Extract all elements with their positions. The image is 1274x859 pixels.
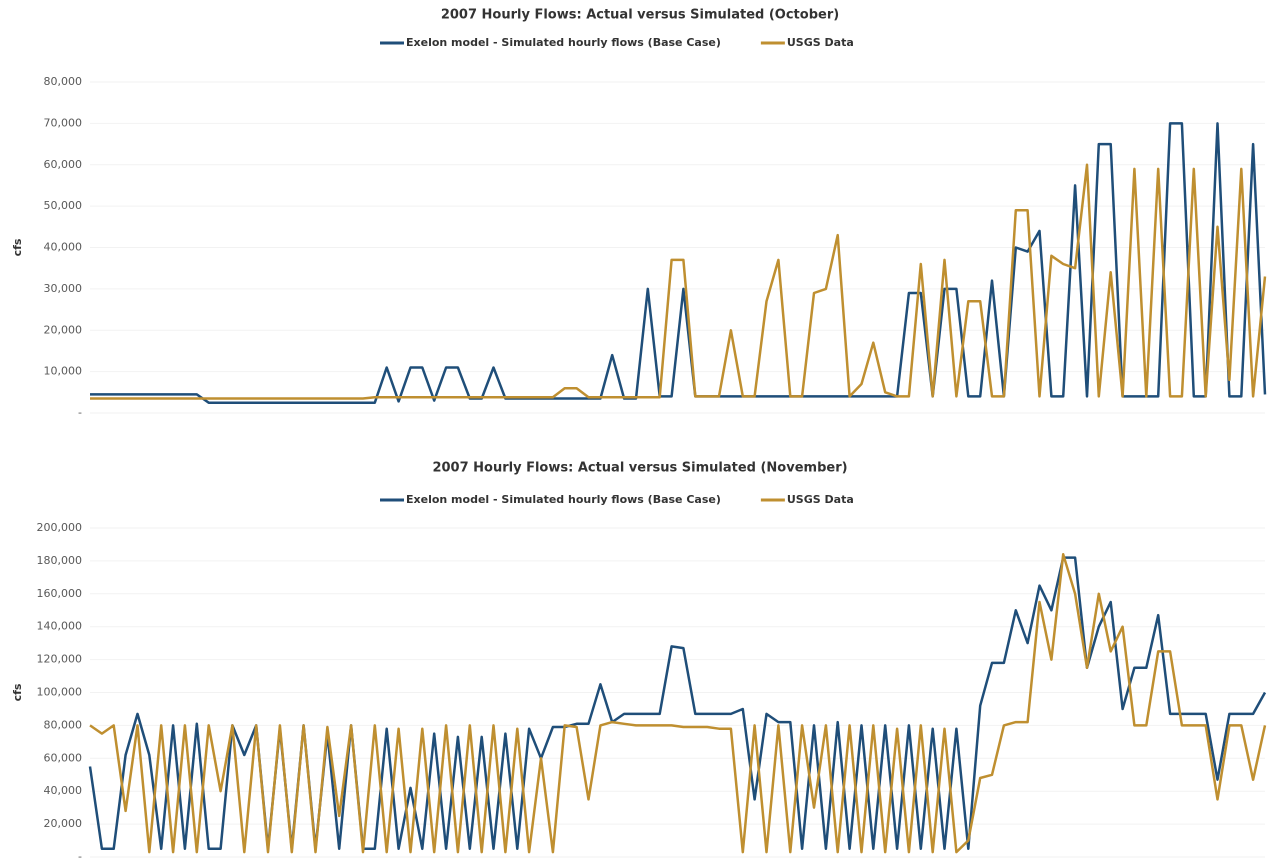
- y-tick-label: 180,000: [37, 554, 83, 567]
- chart-title: 2007 Hourly Flows: Actual versus Simulat…: [432, 461, 847, 476]
- y-tick-label: 80,000: [44, 75, 83, 88]
- y-tick-label: -: [78, 406, 82, 419]
- y-tick-label: 100,000: [37, 686, 83, 699]
- y-tick-label: 40,000: [44, 241, 83, 254]
- legend-label: USGS Data: [787, 36, 854, 49]
- y-tick-label: 40,000: [44, 784, 83, 797]
- y-tick-label: 120,000: [37, 653, 83, 666]
- legend-label: Exelon model - Simulated hourly flows (B…: [406, 36, 721, 49]
- y-axis-label: cfs: [11, 238, 24, 256]
- series-line: [89, 553, 1267, 854]
- y-tick-label: 60,000: [44, 158, 83, 171]
- y-tick-label: 160,000: [37, 587, 83, 600]
- y-tick-label: 30,000: [44, 282, 83, 295]
- y-tick-label: -: [78, 850, 82, 859]
- series-line: [88, 556, 1267, 851]
- y-tick-label: 200,000: [37, 521, 83, 534]
- y-axis-label: cfs: [11, 683, 24, 701]
- y-tick-label: 10,000: [44, 365, 83, 378]
- y-tick-label: 20,000: [44, 323, 83, 336]
- series-line: [90, 163, 1267, 400]
- y-tick-label: 140,000: [37, 620, 83, 633]
- y-tick-label: 20,000: [44, 817, 83, 830]
- legend-label: Exelon model - Simulated hourly flows (B…: [406, 493, 721, 506]
- chart-title: 2007 Hourly Flows: Actual versus Simulat…: [441, 8, 839, 23]
- legend-label: USGS Data: [787, 493, 854, 506]
- y-tick-label: 50,000: [44, 199, 83, 212]
- series-line: [90, 122, 1267, 404]
- y-tick-label: 60,000: [44, 751, 83, 764]
- y-tick-label: 70,000: [44, 116, 83, 129]
- y-tick-label: 80,000: [44, 718, 83, 731]
